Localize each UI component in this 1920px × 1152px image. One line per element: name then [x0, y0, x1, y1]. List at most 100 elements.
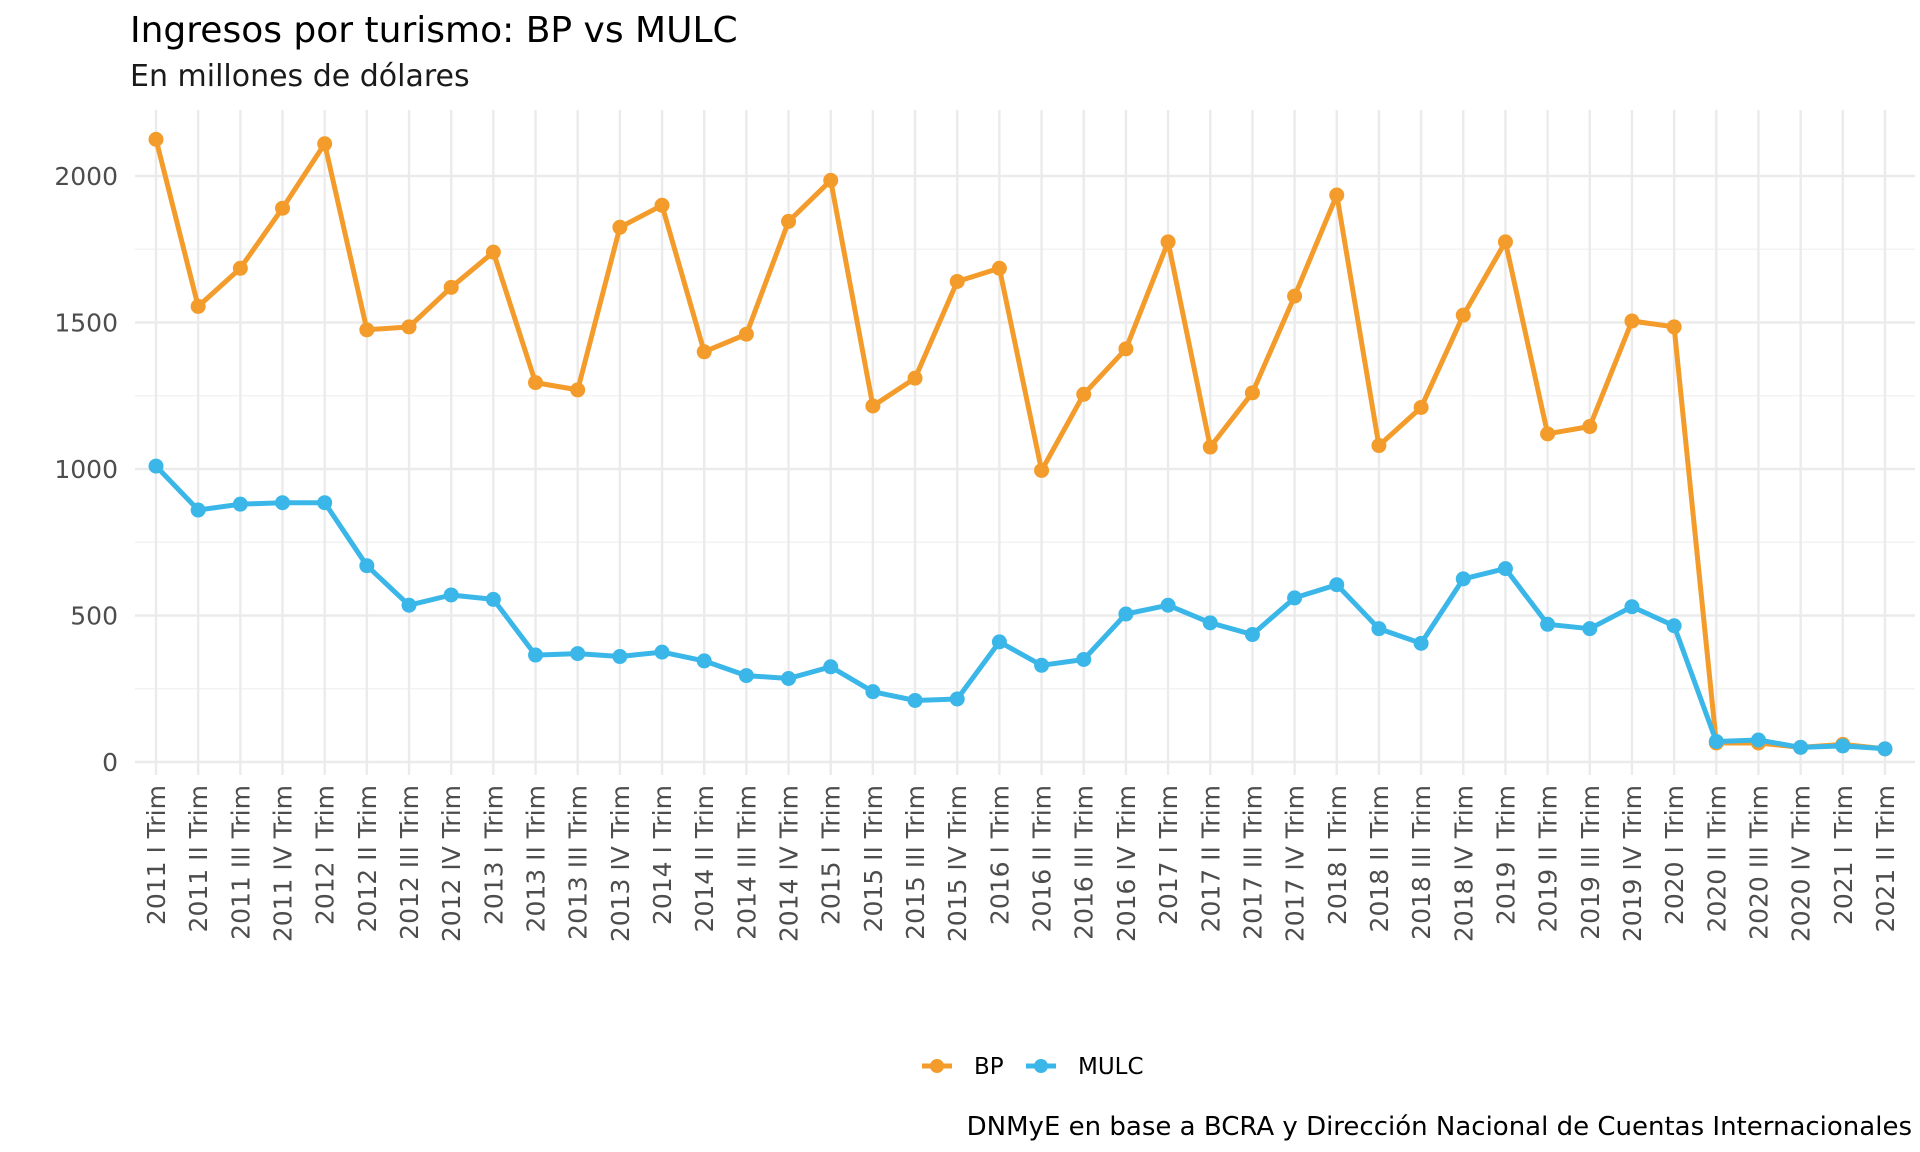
data-point-mulc [1160, 597, 1176, 613]
x-axis: 2011 I Trim 2011 II Trim 2011 III Trim 2011… [142, 785, 1900, 942]
x-tick-label: 2021 I Trim [1829, 785, 1858, 925]
x-tick-label: 2017 II Trim [1196, 785, 1225, 932]
y-tick-label: 1500 [54, 309, 118, 338]
data-point-bp [865, 398, 881, 414]
data-point-bp [359, 322, 375, 338]
series-line-bp [153, 136, 1888, 752]
data-point-bp [1624, 313, 1640, 329]
data-point-bp [612, 219, 628, 235]
data-point-bp [1118, 341, 1134, 357]
data-point-bp [1076, 386, 1092, 402]
data-point-bp [443, 279, 459, 295]
x-tick-label: 2016 III Trim [1070, 785, 1099, 940]
x-tick-label: 2020 IV Trim [1787, 785, 1816, 942]
x-tick-label: 2018 III Trim [1407, 785, 1436, 940]
data-point-mulc [1076, 651, 1092, 667]
data-point-mulc [781, 670, 797, 686]
data-point-bp [1497, 234, 1513, 250]
x-tick-label: 2012 III Trim [395, 785, 424, 940]
x-tick-label: 2012 I Trim [311, 785, 340, 925]
x-tick-label: 2016 II Trim [1028, 785, 1057, 932]
x-tick-label: 2013 I Trim [479, 785, 508, 925]
data-point-mulc [991, 634, 1007, 650]
y-tick-label: 0 [102, 748, 118, 777]
data-point-mulc [907, 692, 923, 708]
data-point-mulc [570, 646, 586, 662]
y-tick-label: 1000 [54, 455, 118, 484]
data-point-bp [696, 344, 712, 360]
data-point-bp [485, 244, 501, 260]
legend-marker-mulc [1034, 1059, 1048, 1073]
x-tick-label: 2017 IV Trim [1281, 785, 1310, 942]
data-point-bp [275, 200, 291, 216]
series-layer [148, 131, 1893, 757]
y-axis: 0 500 1000 1500 2000 [54, 162, 118, 777]
data-point-mulc [696, 653, 712, 669]
data-point-bp [654, 197, 670, 213]
data-point-mulc [823, 659, 839, 675]
x-tick-label: 2013 III Trim [564, 785, 593, 940]
x-tick-label: 2014 IV Trim [775, 785, 804, 942]
data-point-mulc [1793, 739, 1809, 755]
x-tick-label: 2014 I Trim [648, 785, 677, 925]
legend: BP MULC [922, 1054, 1144, 1080]
x-tick-label: 2016 I Trim [985, 785, 1014, 925]
y-tick-label: 2000 [54, 162, 118, 191]
data-point-mulc [1287, 590, 1303, 606]
x-tick-label: 2020 III Trim [1744, 785, 1773, 940]
data-point-mulc [275, 495, 291, 511]
data-point-bp [317, 136, 333, 152]
data-point-bp [1413, 399, 1429, 415]
legend-marker-bp [930, 1059, 944, 1073]
data-point-mulc [485, 591, 501, 607]
x-tick-label: 2018 IV Trim [1449, 785, 1478, 942]
x-tick-label: 2015 III Trim [901, 785, 930, 940]
x-tick-label: 2012 IV Trim [437, 785, 466, 942]
x-tick-label: 2012 II Trim [353, 785, 382, 932]
x-tick-label: 2019 IV Trim [1618, 785, 1647, 942]
legend-label-bp: BP [974, 1054, 1004, 1080]
x-tick-label: 2019 I Trim [1491, 785, 1520, 925]
data-point-mulc [1455, 571, 1471, 587]
data-point-mulc [865, 684, 881, 700]
data-point-bp [907, 370, 923, 386]
data-point-bp [781, 213, 797, 229]
chart-caption: DNMyE en base a BCRA y Dirección Naciona… [967, 1112, 1912, 1142]
y-tick-label: 500 [70, 602, 118, 631]
data-point-bp [823, 172, 839, 188]
data-point-bp [1455, 307, 1471, 323]
data-point-bp [1202, 439, 1218, 455]
x-tick-label: 2014 II Trim [690, 785, 719, 932]
data-point-bp [1160, 234, 1176, 250]
x-tick-label: 2018 I Trim [1323, 785, 1352, 925]
x-tick-label: 2020 II Trim [1702, 785, 1731, 932]
x-tick-label: 2019 III Trim [1576, 785, 1605, 940]
x-tick-label: 2018 II Trim [1365, 785, 1394, 932]
chart-subtitle: En millones de dólares [130, 59, 470, 94]
data-point-mulc [1877, 741, 1893, 757]
x-tick-label: 2015 I Trim [817, 785, 846, 925]
data-point-mulc [317, 495, 333, 511]
data-point-bp [1287, 288, 1303, 304]
data-point-mulc [528, 647, 544, 663]
data-point-mulc [1034, 657, 1050, 673]
data-point-bp [1666, 319, 1682, 335]
data-point-bp [1034, 462, 1050, 478]
data-point-bp [528, 375, 544, 391]
data-point-bp [148, 131, 164, 147]
data-point-mulc [1750, 732, 1766, 748]
x-tick-label: 2020 I Trim [1660, 785, 1689, 925]
data-point-bp [1329, 187, 1345, 203]
data-point-mulc [1118, 606, 1134, 622]
data-point-mulc [1202, 615, 1218, 631]
data-point-bp [1371, 438, 1387, 454]
data-point-bp [1244, 385, 1260, 401]
data-point-mulc [1497, 561, 1513, 577]
x-tick-label: 2017 III Trim [1238, 785, 1267, 940]
data-point-bp [949, 273, 965, 289]
x-tick-label: 2017 I Trim [1154, 785, 1183, 925]
data-point-mulc [1708, 733, 1724, 749]
x-tick-label: 2016 IV Trim [1112, 785, 1141, 942]
chart-title: Ingresos por turismo: BP vs MULC [130, 10, 738, 51]
